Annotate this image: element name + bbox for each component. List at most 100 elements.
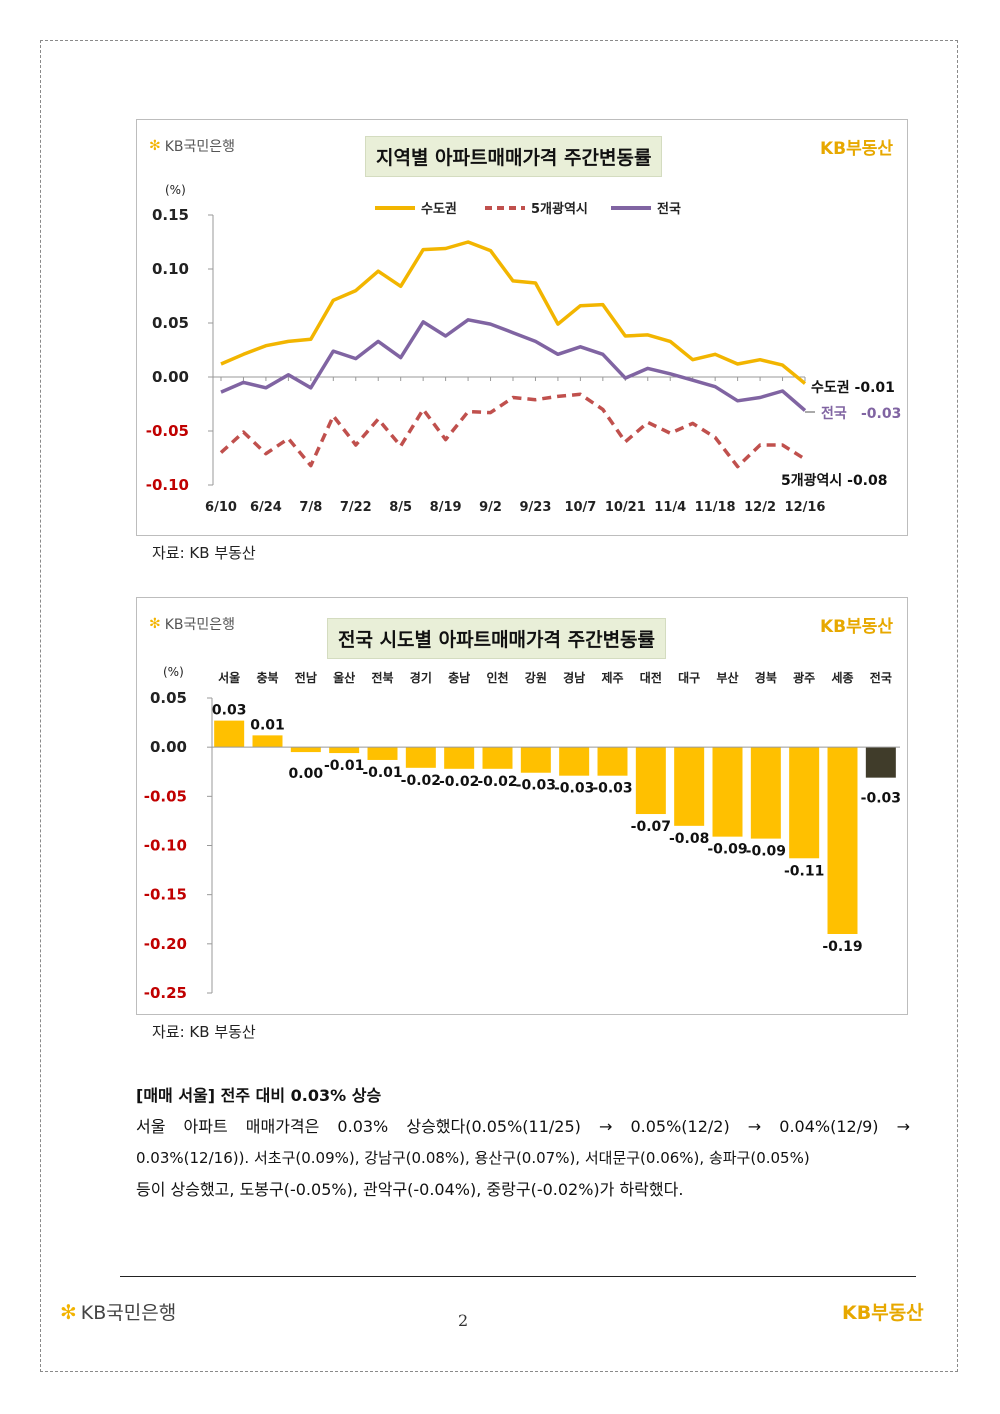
category-label: 충북 [256,670,278,685]
x-tick-label: 9/23 [520,500,552,515]
y-tick-label: 0.15 [152,206,189,224]
kb-bank-logo: ✻ KB국민은행 [149,616,236,633]
y-tick-label: 0.10 [152,260,189,278]
bar-value-label: -0.08 [669,831,709,847]
category-label: 울산 [333,670,355,685]
category-label: 세종 [831,670,853,685]
bar [635,747,666,815]
section-heading: [매매 서울] 전주 대비 0.03% 상승 [136,1086,382,1105]
bar [290,747,321,753]
x-tick-label: 9/2 [479,500,502,515]
bar [559,747,590,776]
category-label: 대구 [678,671,700,685]
x-tick-label: 10/21 [605,500,646,515]
bar-value-label: -0.03 [592,781,632,797]
category-label: 전북 [371,670,393,685]
x-tick-label: 11/4 [654,500,686,515]
bar [674,747,705,826]
bar-value-label: -0.07 [631,819,671,835]
y-tick-label: -0.10 [146,476,189,494]
bar [252,735,283,748]
bar-value-label: 0.00 [289,766,324,782]
legend-label: 수도권 [421,202,457,217]
bar-value-label: -0.03 [554,781,594,797]
x-tick-label: 10/7 [564,500,596,515]
line-chart: (%) 0.15 0.10 0.05 0.00 -0.05 -0.10 6/10 6/24 7/8… [146,183,902,515]
category-label: 경남 [563,670,585,685]
bar [405,747,436,768]
category-label: 경북 [755,671,777,685]
bar-value-label: -0.09 [746,844,786,860]
kb-star-icon: ✻ [60,1299,77,1324]
kb-star-icon: ✻ [149,616,161,632]
category-label: 광주 [793,670,815,685]
bar [367,747,398,760]
x-tick-label: 7/8 [299,500,322,515]
bar [597,747,628,776]
kb-bank-logo: ✻ KB국민은행 [149,138,236,155]
bar-value-label: -0.02 [477,774,517,790]
bar [520,747,551,773]
y-tick-label: 0.00 [150,738,187,756]
kb-star-icon: ✻ [149,138,161,154]
end-label-capital: 수도권 -0.01 [811,380,895,396]
y-tick-label: 0.05 [150,689,187,707]
category-label: 제주 [601,671,623,685]
chart-source: 자료: KB 부동산 [152,544,256,562]
x-tick-label: 7/22 [340,500,372,515]
bar-value-label: -0.02 [439,774,479,790]
category-label: 전국 [870,670,892,685]
y-tick-label: -0.15 [144,886,187,904]
end-label-national-value: -0.03 [861,406,901,422]
legend-label: 전국 [657,201,681,217]
kb-realestate-logo: KB부동산 [819,139,893,159]
bar [865,747,896,778]
footer-bank-logo: ✻ KB국민은행 [60,1299,177,1325]
category-label: 강원 [525,671,547,685]
bar [712,747,743,837]
x-tick-label: 8/5 [389,500,412,515]
bar-value-label: -0.01 [362,765,402,781]
category-label: 충남 [448,670,470,685]
x-tick-label: 6/10 [205,500,237,515]
article-line: 서울 아파트 매매가격은 0.03% 상승했다(0.05%(11/25) → 0… [136,1117,910,1136]
bar-value-label: 0.03 [212,703,247,719]
bar [750,747,781,839]
category-label: 경기 [410,670,432,685]
chart-source: 자료: KB 부동산 [152,1023,256,1041]
series-line [220,240,807,385]
x-tick-label: 11/18 [695,500,736,515]
x-tick-label: 12/2 [744,500,776,515]
bar-value-label: 0.01 [250,717,285,733]
bar-value-label: -0.09 [707,842,747,858]
end-label-metro: 5개광역시 -0.08 [781,472,888,489]
bar [482,747,513,769]
bar-chart-panel: ✻ KB국민은행 KB부동산 전국 시도별 아파트매매가격 주간변동률 (%) 0… [136,597,908,1015]
bar [214,720,245,748]
bar-value-label: -0.03 [516,778,556,794]
end-label-national-name: 전국 [821,405,847,422]
article-line: 0.03%(12/16)). 서초구(0.09%), 강남구(0.08%), 용… [136,1149,810,1167]
kb-realestate-logo: KB부동산 [819,617,893,637]
chart-title: 전국 시도별 아파트매매가격 주간변동률 [327,618,667,659]
x-tick-label: 12/16 [785,500,826,515]
x-tick-label: 6/24 [250,500,282,515]
legend-label: 5개광역시 [531,201,588,217]
y-axis-unit: (%) [163,665,184,679]
bar-value-label: -0.03 [861,791,901,807]
bar [827,747,858,934]
bar-value-label: -0.11 [784,863,824,879]
article-line: 등이 상승했고, 도봉구(-0.05%), 관악구(-0.04%), 중랑구(-… [136,1180,684,1199]
x-tick-label: 8/19 [430,500,462,515]
y-axis-unit: (%) [165,183,186,197]
category-label: 대전 [640,670,662,685]
y-tick-label: -0.05 [144,787,187,805]
chart-title: 지역별 아파트매매가격 주간변동률 [365,136,663,177]
y-tick-label: -0.05 [146,422,189,440]
series-line [220,318,807,412]
y-tick-label: 0.00 [152,368,189,386]
category-label: 인천 [486,670,508,685]
category-label: 서울 [218,670,240,685]
line-chart-panel: ✻ KB국민은행 KB부동산 지역별 아파트매매가격 주간변동률 (%) 0.15… [136,119,908,536]
category-label: 부산 [716,670,738,685]
